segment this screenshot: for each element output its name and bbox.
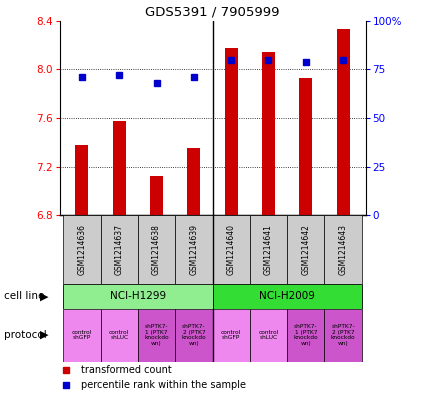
Text: NCI-H1299: NCI-H1299 xyxy=(110,291,166,301)
Text: shPTK7-
2 (PTK7
knockdo
wn): shPTK7- 2 (PTK7 knockdo wn) xyxy=(331,324,355,346)
Bar xyxy=(324,215,362,284)
Bar xyxy=(138,215,175,284)
Bar xyxy=(63,309,101,362)
Bar xyxy=(113,121,126,215)
Text: ▶: ▶ xyxy=(40,330,49,340)
Text: shPTK7-
2 (PTK7
knockdo
wn): shPTK7- 2 (PTK7 knockdo wn) xyxy=(181,324,206,346)
Bar xyxy=(212,309,250,362)
Bar xyxy=(299,78,312,215)
Text: percentile rank within the sample: percentile rank within the sample xyxy=(81,380,246,389)
Bar xyxy=(101,215,138,284)
Text: GSM1214639: GSM1214639 xyxy=(190,224,198,275)
Text: GSM1214636: GSM1214636 xyxy=(77,224,86,275)
Text: ▶: ▶ xyxy=(40,291,49,301)
Text: transformed count: transformed count xyxy=(81,365,172,375)
Text: shPTK7-
1 (PTK7
knockdo
wn): shPTK7- 1 (PTK7 knockdo wn) xyxy=(144,324,169,346)
Bar xyxy=(150,176,163,215)
Text: control
shGFP: control shGFP xyxy=(221,330,241,340)
Text: control
shGFP: control shGFP xyxy=(72,330,92,340)
Bar xyxy=(212,215,250,284)
Bar xyxy=(212,284,362,309)
Text: GSM1214640: GSM1214640 xyxy=(227,224,235,275)
Bar xyxy=(138,309,175,362)
Text: control
shLUC: control shLUC xyxy=(109,330,129,340)
Text: cell line: cell line xyxy=(4,291,45,301)
Bar xyxy=(262,52,275,215)
Text: GSM1214642: GSM1214642 xyxy=(301,224,310,275)
Bar xyxy=(101,309,138,362)
Text: NCI-H2009: NCI-H2009 xyxy=(259,291,315,301)
Bar xyxy=(337,29,350,215)
Bar xyxy=(250,215,287,284)
Bar xyxy=(287,215,324,284)
Text: protocol: protocol xyxy=(4,330,47,340)
Bar xyxy=(287,309,324,362)
Bar xyxy=(250,309,287,362)
Text: control
shLUC: control shLUC xyxy=(258,330,279,340)
Bar xyxy=(75,145,88,215)
Title: GDS5391 / 7905999: GDS5391 / 7905999 xyxy=(145,5,280,18)
Bar xyxy=(175,215,212,284)
Bar xyxy=(63,284,212,309)
Bar xyxy=(63,215,101,284)
Text: shPTK7-
1 (PTK7
knockdo
wn): shPTK7- 1 (PTK7 knockdo wn) xyxy=(294,324,318,346)
Text: GSM1214643: GSM1214643 xyxy=(339,224,348,275)
Text: GSM1214641: GSM1214641 xyxy=(264,224,273,275)
Text: GSM1214638: GSM1214638 xyxy=(152,224,161,275)
Text: GSM1214637: GSM1214637 xyxy=(115,224,124,275)
Bar xyxy=(225,48,238,215)
Bar xyxy=(187,149,200,215)
Bar xyxy=(324,309,362,362)
Bar xyxy=(175,309,212,362)
